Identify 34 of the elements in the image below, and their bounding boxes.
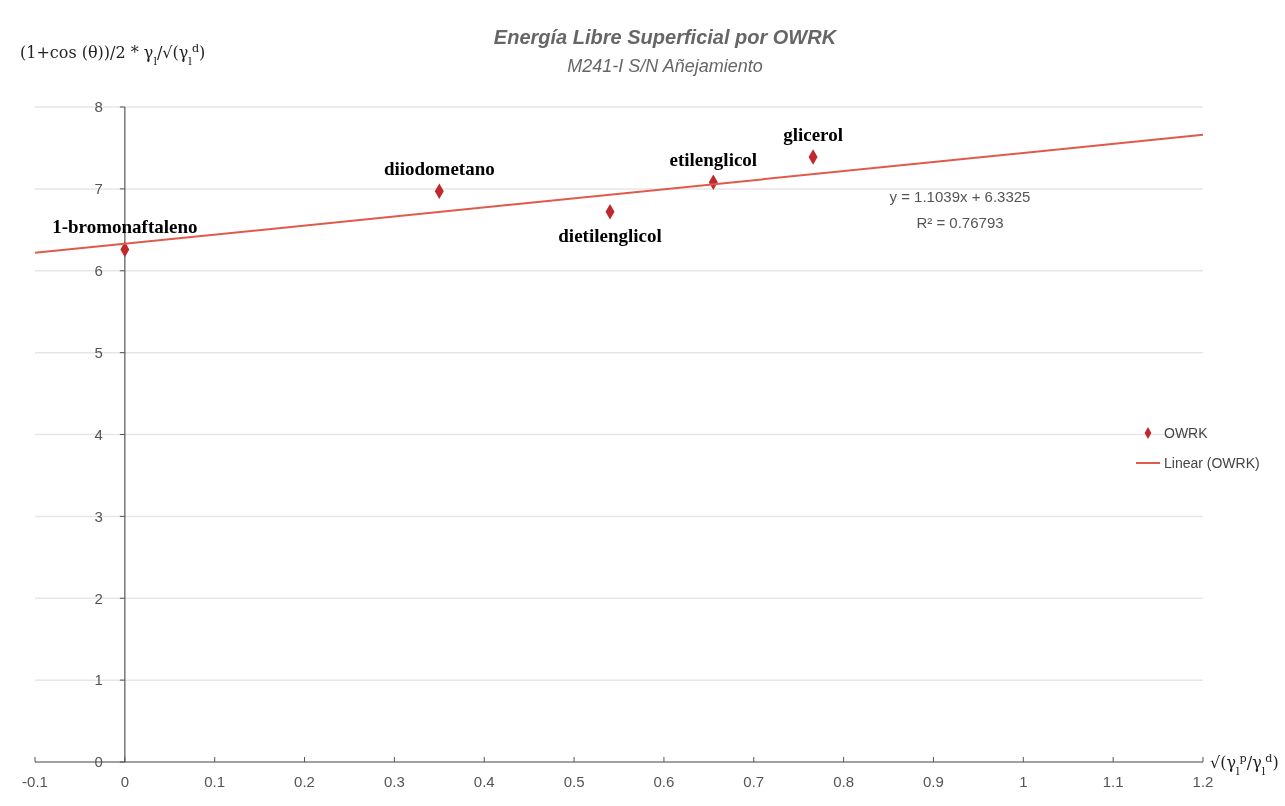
x-tick-label: 0: [120, 773, 130, 790]
x-tick-label: 0.6: [653, 773, 675, 790]
y-tick-label: 8: [94, 98, 103, 116]
annotation: glicerol: [783, 123, 843, 145]
y-tick-label: 7: [94, 180, 103, 198]
x-tick-label: 0.2: [294, 773, 315, 790]
y-tick-label: 1: [94, 671, 103, 689]
y-tick-label: 4: [94, 425, 103, 443]
x-tick-label: -0.1: [22, 773, 48, 790]
annotation: etilenglicol: [669, 149, 758, 171]
x-tick-label: 0.4: [473, 773, 495, 790]
y-tick-label: 5: [94, 343, 103, 361]
annotation: diiodometano: [383, 158, 495, 180]
y-tick-label: 0: [94, 753, 103, 771]
annotation: R² = 0.76793: [916, 214, 1004, 231]
y-tick-label: 2: [94, 589, 103, 607]
y-tick-label: 3: [94, 507, 103, 525]
x-tick-label: 1: [1019, 773, 1028, 790]
y-axis-title: (1+cos (θ))/2 * γ$_{l}$/√(γ$_{l}$$^{d}$): [20, 41, 206, 68]
x-tick-label: 1.1: [1102, 773, 1124, 790]
annotation: 1-bromonaftaleno: [52, 216, 198, 238]
chart-title: Energía Libre Superficial por OWRK: [493, 26, 838, 48]
annotation: dietilenglicol: [558, 224, 662, 246]
x-tick-label: 0.9: [923, 773, 944, 790]
x-tick-label: 0.1: [204, 773, 226, 790]
x-tick-label: 0.7: [743, 773, 765, 790]
x-tick-label: 0.3: [383, 773, 405, 790]
chart-subtitle: M241-I S/N Añejamiento: [567, 56, 763, 76]
annotation: y = 1.1039x + 6.3325: [889, 188, 1031, 205]
y-tick-label: 6: [94, 262, 103, 279]
legend-label: OWRK: [1164, 424, 1209, 441]
legend-label: Linear (OWRK): [1164, 454, 1260, 471]
x-tick-label: 0.5: [563, 773, 585, 790]
x-tick-label: 0.8: [833, 773, 855, 790]
